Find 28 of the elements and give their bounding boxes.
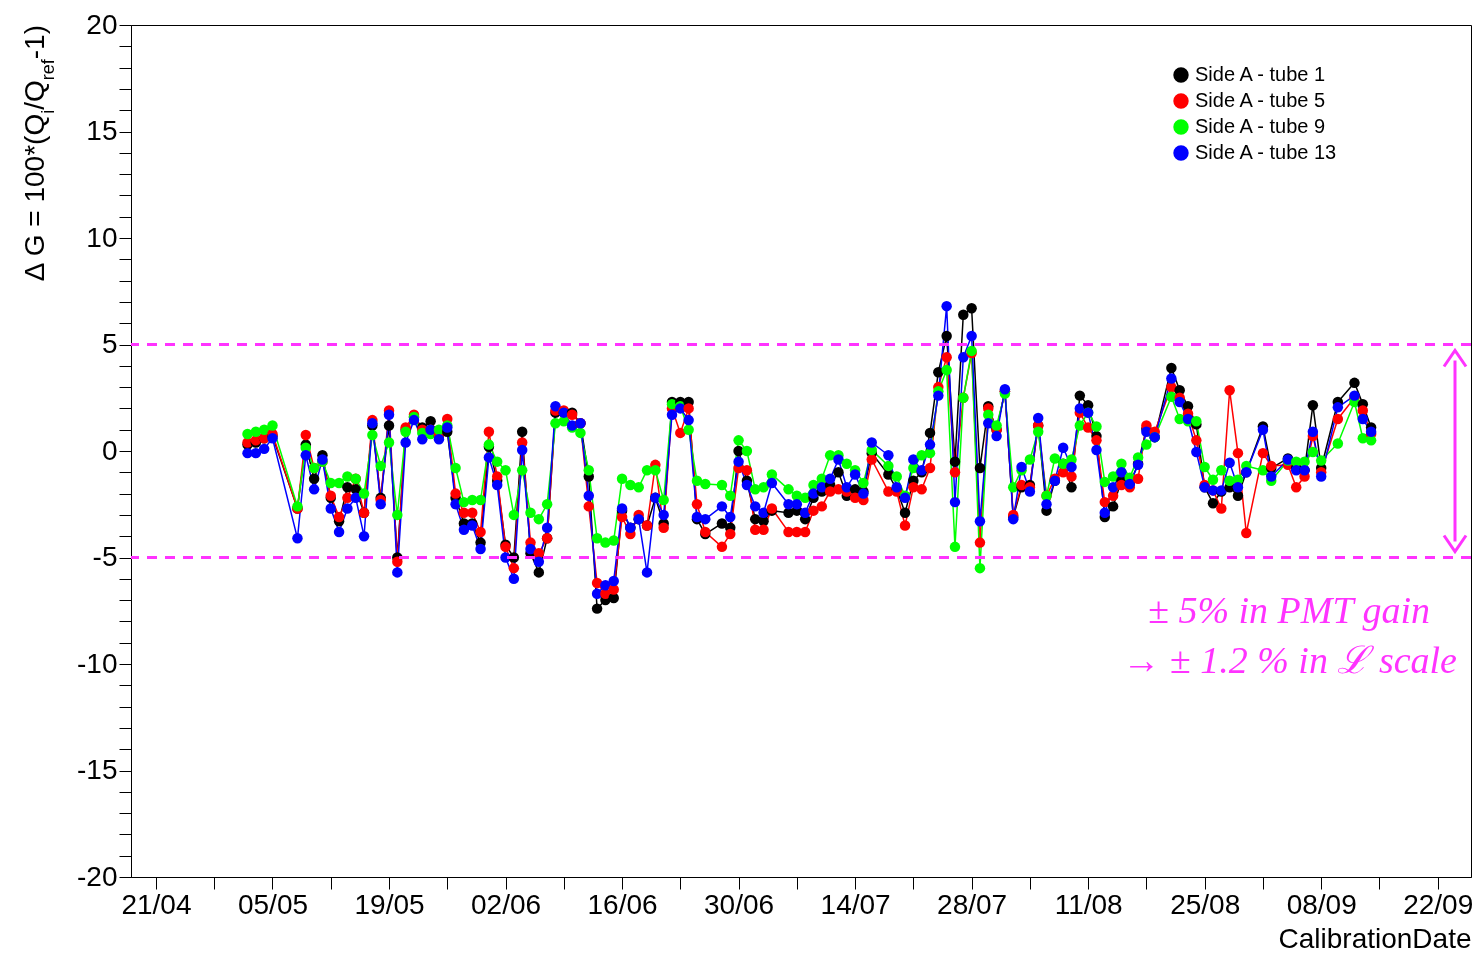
legend-label: Side A - tube 9 [1195, 115, 1326, 137]
x-tick-label: 25/08 [1170, 888, 1241, 920]
x-tick-label: 08/09 [1286, 888, 1357, 920]
legend-label: Side A - tube 13 [1195, 141, 1337, 163]
y-tick-label: 20 [86, 8, 118, 40]
annotation: ± 5% in PMT gain [1148, 589, 1430, 631]
x-tick-label: 16/06 [587, 888, 658, 920]
x-tick-label: 28/07 [937, 888, 1008, 920]
y-tick-label: -15 [77, 754, 118, 785]
legend-label: Side A - tube 5 [1195, 89, 1326, 111]
x-tick-label: 30/06 [704, 888, 775, 920]
x-tick-label: 11/08 [1054, 888, 1123, 920]
x-tick-label: 02/06 [471, 888, 542, 920]
x-axis-title: CalibrationDate [1278, 922, 1472, 953]
y-tick-label: -20 [77, 860, 118, 892]
y-tick-label: 5 [101, 328, 118, 359]
x-tick-label: 05/05 [237, 888, 309, 920]
legend-label: Side A - tube 1 [1195, 63, 1326, 85]
x-tick-label: 21/04 [121, 888, 192, 920]
y-tick-label: 0 [101, 434, 118, 466]
y-tick-label: -10 [77, 647, 118, 679]
x-tick-label: 14/07 [820, 888, 891, 920]
annotation: → ± 1.2 % in ℒ scale [1122, 639, 1458, 681]
y-tick-label: -5 [92, 541, 118, 572]
x-tick-label: 19/05 [354, 888, 425, 920]
y-tick-label: 15 [86, 115, 118, 146]
y-tick-label: 10 [86, 221, 118, 253]
x-tick-label: 22/09 [1403, 888, 1474, 920]
